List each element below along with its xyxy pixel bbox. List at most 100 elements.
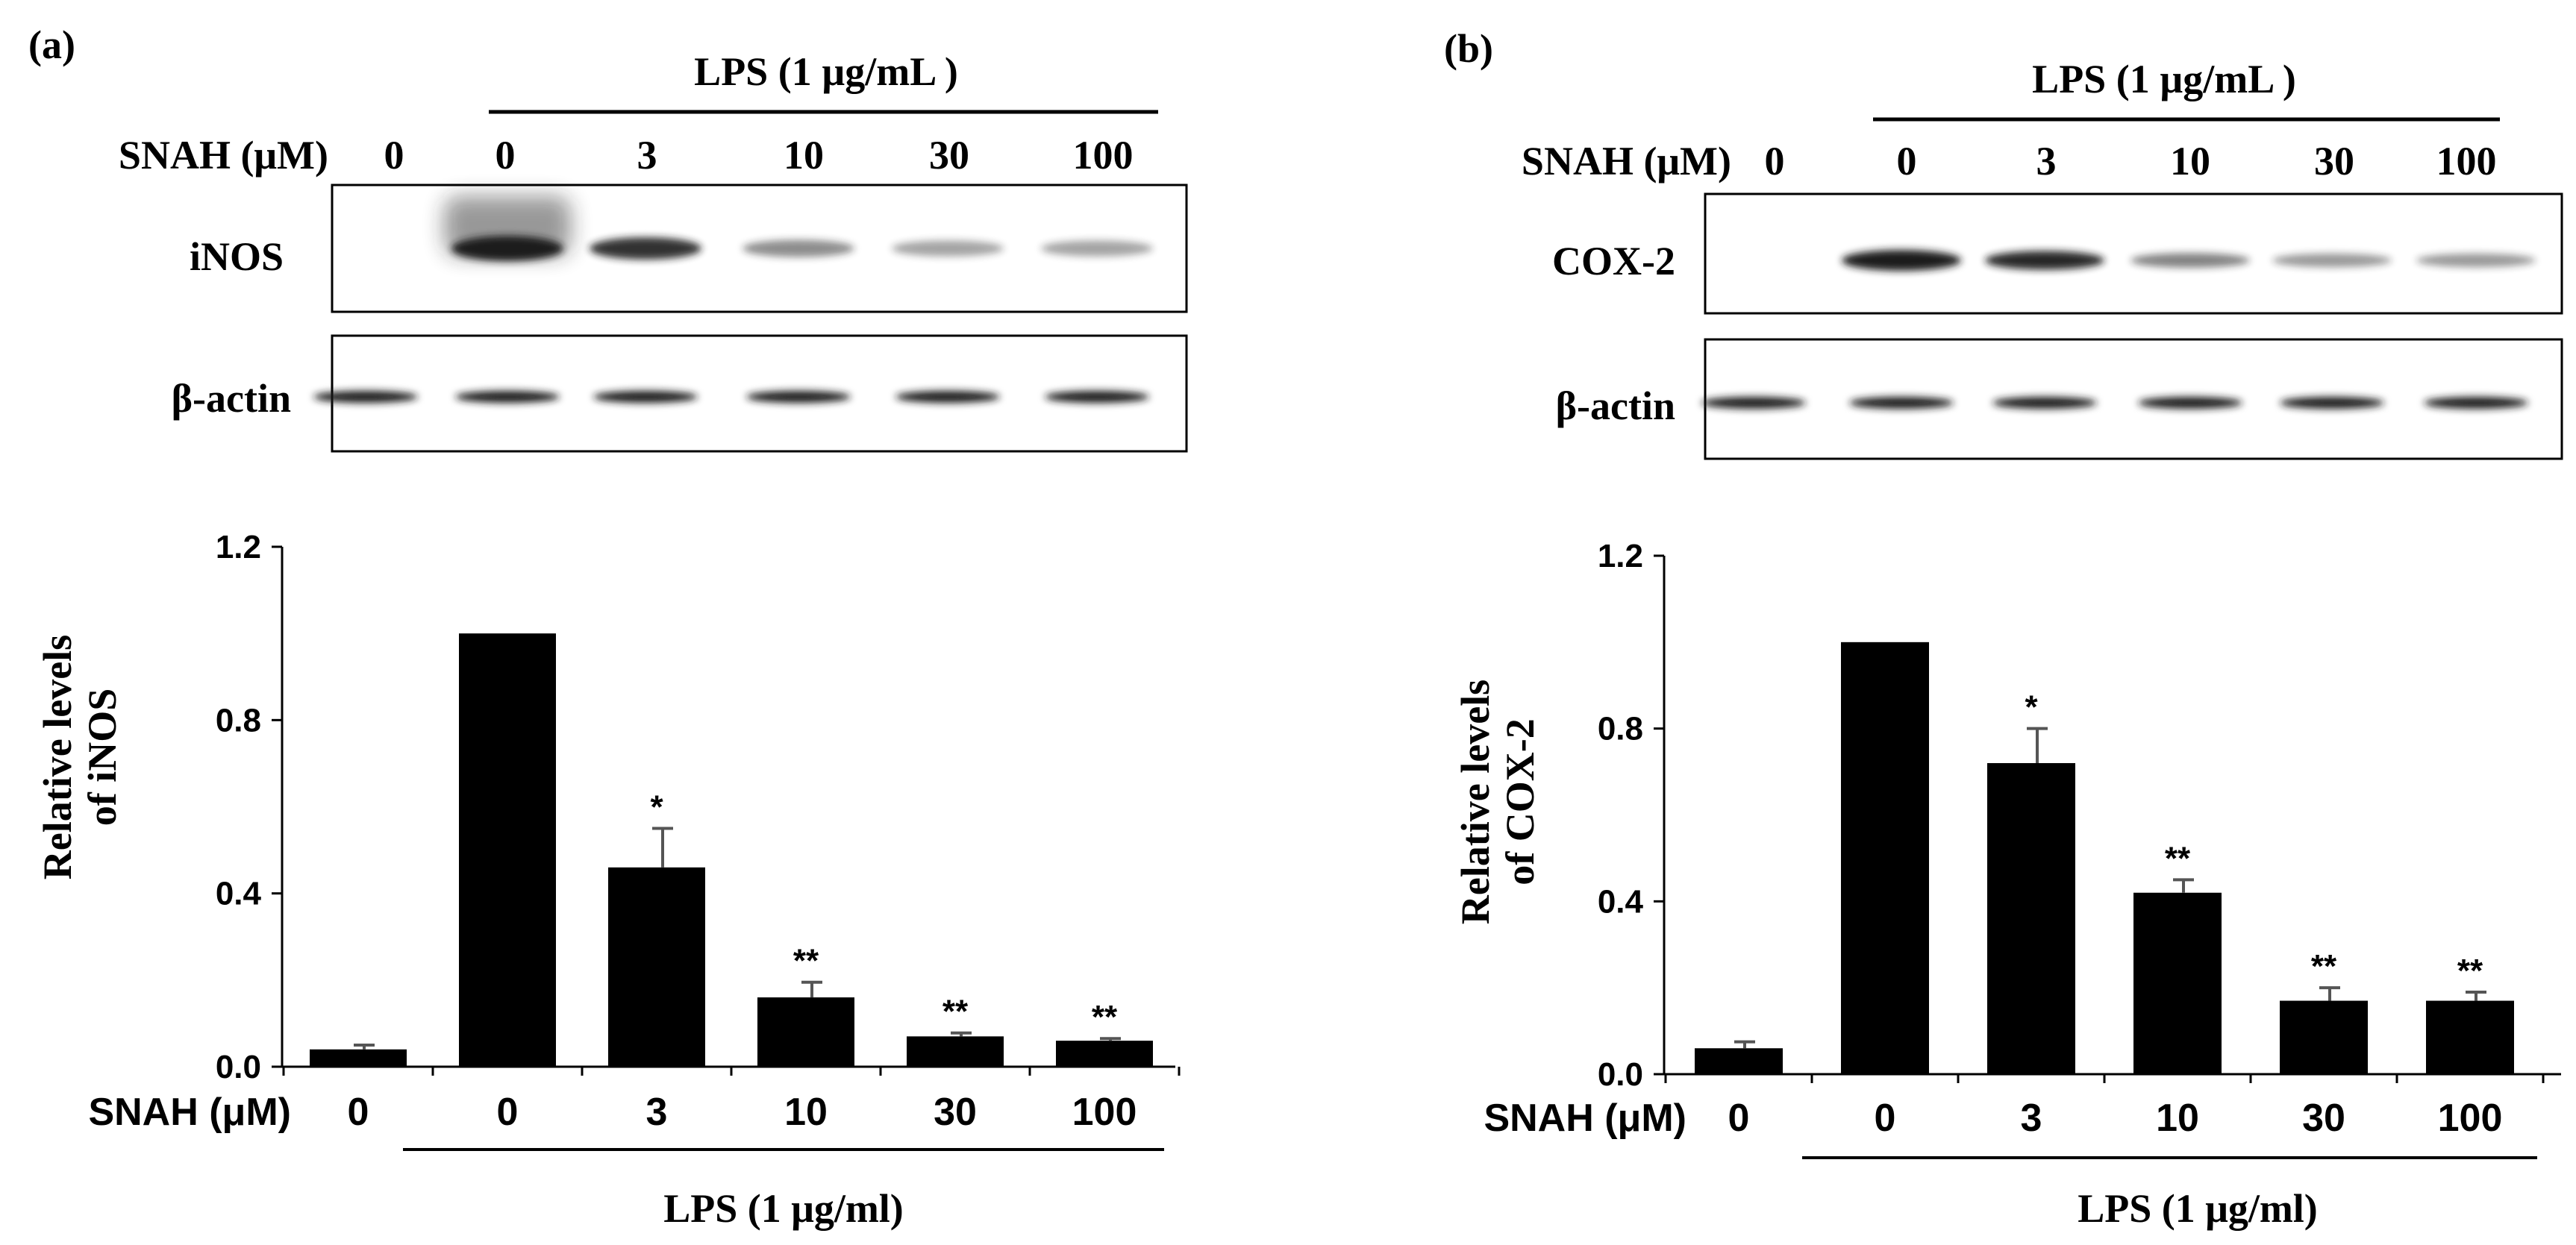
panel-a-blot-dose-0: 0 <box>384 133 404 178</box>
panel-a-protein-band-2 <box>590 237 701 260</box>
panel-b-protein-band-4 <box>2272 253 2392 268</box>
panel-a-category-label-4: 30 <box>934 1091 977 1134</box>
panel-a-protein-band-4 <box>892 240 1004 257</box>
panel-b-blot-dose-label: SNAH (μM) <box>1522 139 1731 184</box>
panel-b-blot-dose-1: 0 <box>1897 139 1917 184</box>
panel-b-protein-blot <box>1704 192 2563 315</box>
panel-b: (b) LPS (1 µg/mL ) SNAH (μM) 0 0 3 10 30… <box>1444 26 2563 1231</box>
panel-a-blot-dose-4: 30 <box>929 133 969 178</box>
panel-a-significance-4: ** <box>942 994 969 1030</box>
panel-a-xlabel-group: LPS (1 μg/ml) <box>663 1186 904 1231</box>
panel-b-blot-dose-2: 3 <box>2036 139 2057 184</box>
panel-b-y-tick-label: 0.0 <box>1598 1056 1643 1093</box>
panel-b-category-label-4: 30 <box>2302 1097 2345 1140</box>
panel-a-protein-bands <box>444 196 1153 261</box>
panel-a-protein-band-5 <box>1041 240 1153 257</box>
panel-a-blot-dose-5: 100 <box>1073 133 1134 178</box>
panel-b-category-label-3: 10 <box>2156 1097 2199 1140</box>
panel-b-significance-3: ** <box>2165 840 2191 876</box>
panel-a-y-tick-label: 0.8 <box>216 702 261 738</box>
panel-a-loading-bands <box>313 391 1149 403</box>
panel-b-actin-band-5 <box>2424 397 2528 409</box>
panel-b-label: (b) <box>1444 26 1493 71</box>
panel-a-y-tick-label: 0.0 <box>216 1049 261 1085</box>
panel-a-ylabel-line2: of iNOS <box>80 689 125 827</box>
panel-a-bar-5 <box>1056 1041 1153 1067</box>
panel-b-significance-5: ** <box>2457 953 2483 989</box>
panel-a-actin-band-1 <box>455 391 560 403</box>
panel-b-significance-2: * <box>2025 689 2038 726</box>
panel-b-protein-band-5 <box>2416 253 2536 268</box>
panel-a-xlabel-prefix: SNAH (μM) <box>88 1091 291 1134</box>
panel-a-ylabel-line1: Relative levels <box>35 635 80 879</box>
panel-b-actin-band-4 <box>2280 397 2384 409</box>
panel-a-y-tick-label: 1.2 <box>216 529 261 565</box>
panel-a-bar-chart: 0.0 0.4 0.8 1.2 0 0 * 3 ** 10 ** 30 ** 100 <box>216 529 1181 1134</box>
panel-a-label: (a) <box>28 22 75 67</box>
panel-b-actin-band-3 <box>2138 397 2242 409</box>
panel-b-blot-dose-4: 30 <box>2314 139 2354 184</box>
panel-a-protein-band-3 <box>743 239 854 257</box>
panel-b-y-tick-label: 0.4 <box>1598 883 1644 920</box>
panel-a-category-label-0: 0 <box>348 1091 369 1134</box>
panel-b-category-label-0: 0 <box>1728 1097 1750 1140</box>
panel-b-protein-label: COX-2 <box>1552 239 1675 283</box>
panel-b-ylabel-line1: Relative levels <box>1453 680 1498 924</box>
panel-a-y-tick-label: 0.4 <box>216 876 262 912</box>
panel-b-bar-5 <box>2426 1000 2514 1074</box>
panel-b-blot-lps-header: LPS (1 µg/mL ) <box>2032 57 2296 101</box>
panel-b-protein-band-1 <box>1842 250 1961 271</box>
panel-b-bar-2 <box>1987 763 2075 1074</box>
panel-a-ylabel: Relative levels of iNOS <box>35 635 125 879</box>
panel-a-significance-3: ** <box>793 943 819 979</box>
panel-b-protein-band-3 <box>2130 253 2250 268</box>
panel-a-blot-dose-2: 3 <box>637 133 657 178</box>
panel-a-bar-1 <box>459 633 556 1067</box>
panel-b-y-tick-label: 1.2 <box>1598 538 1643 574</box>
panel-a: (a) LPS (1 µg/mL ) SNAH (μM) 0 0 3 10 30… <box>28 22 1188 1231</box>
panel-a-actin-band-0 <box>313 391 418 403</box>
panel-b-actin-band-0 <box>1701 397 1806 409</box>
panel-b-significance-4: ** <box>2311 948 2337 985</box>
panel-a-category-label-1: 0 <box>497 1091 519 1134</box>
panel-a-actin-band-2 <box>593 391 698 403</box>
panel-b-protein-bands <box>1842 250 2536 271</box>
panel-b-bar-0 <box>1695 1048 1783 1074</box>
panel-b-loading-label: β-actin <box>1556 383 1675 428</box>
panel-b-category-label-2: 3 <box>2021 1097 2042 1140</box>
panel-b-blot-dose-0: 0 <box>1765 139 1785 184</box>
panel-a-bar-4 <box>907 1036 1004 1067</box>
panel-a-category-label-2: 3 <box>646 1091 668 1134</box>
panel-a-bar-2 <box>608 867 705 1067</box>
panel-b-blot-dose-5: 100 <box>2436 139 2497 184</box>
panel-b-ylabel-line2: of COX-2 <box>1498 718 1542 885</box>
panel-b-category-label-1: 0 <box>1875 1097 1896 1140</box>
panel-b-bar-3 <box>2133 892 2222 1074</box>
panel-a-significance-5: ** <box>1092 999 1118 1035</box>
panel-b-actin-band-1 <box>1849 397 1954 409</box>
panel-b-bar-1 <box>1841 642 1929 1074</box>
panel-a-blot-dose-label: SNAH (μM) <box>119 133 328 178</box>
panel-a-blot-dose-3: 10 <box>784 133 824 178</box>
panel-b-bar-chart: 0.0 0.4 0.8 1.2 0 0 * 3 ** 10 ** 30 ** 100 <box>1598 538 2561 1140</box>
panel-a-loading-label: β-actin <box>172 376 291 421</box>
panel-a-actin-band-3 <box>746 391 851 403</box>
panel-b-xlabel-prefix: SNAH (μM) <box>1484 1097 1686 1140</box>
panel-a-bar-3 <box>757 997 854 1067</box>
panel-b-loading-bands <box>1701 397 2528 409</box>
panel-a-category-label-3: 10 <box>784 1091 828 1134</box>
panel-a-actin-band-4 <box>895 391 1000 403</box>
panel-a-actin-band-5 <box>1045 391 1149 403</box>
panel-b-blot-dose-3: 10 <box>2170 139 2210 184</box>
panel-b-category-label-5: 100 <box>2438 1097 2503 1140</box>
panel-b-ylabel: Relative levels of COX-2 <box>1453 680 1542 924</box>
panel-a-blot-dose-1: 0 <box>495 133 516 178</box>
panel-a-category-label-5: 100 <box>1072 1091 1137 1134</box>
panel-a-significance-2: * <box>650 789 663 826</box>
panel-a-blot-lps-header: LPS (1 µg/mL ) <box>694 49 958 94</box>
panel-a-protein-band-1 <box>451 236 563 261</box>
panel-b-xlabel-group: LPS (1 μg/ml) <box>2078 1186 2318 1231</box>
panel-b-y-tick-label: 0.8 <box>1598 711 1643 747</box>
panel-b-loading-blot <box>1704 338 2563 460</box>
